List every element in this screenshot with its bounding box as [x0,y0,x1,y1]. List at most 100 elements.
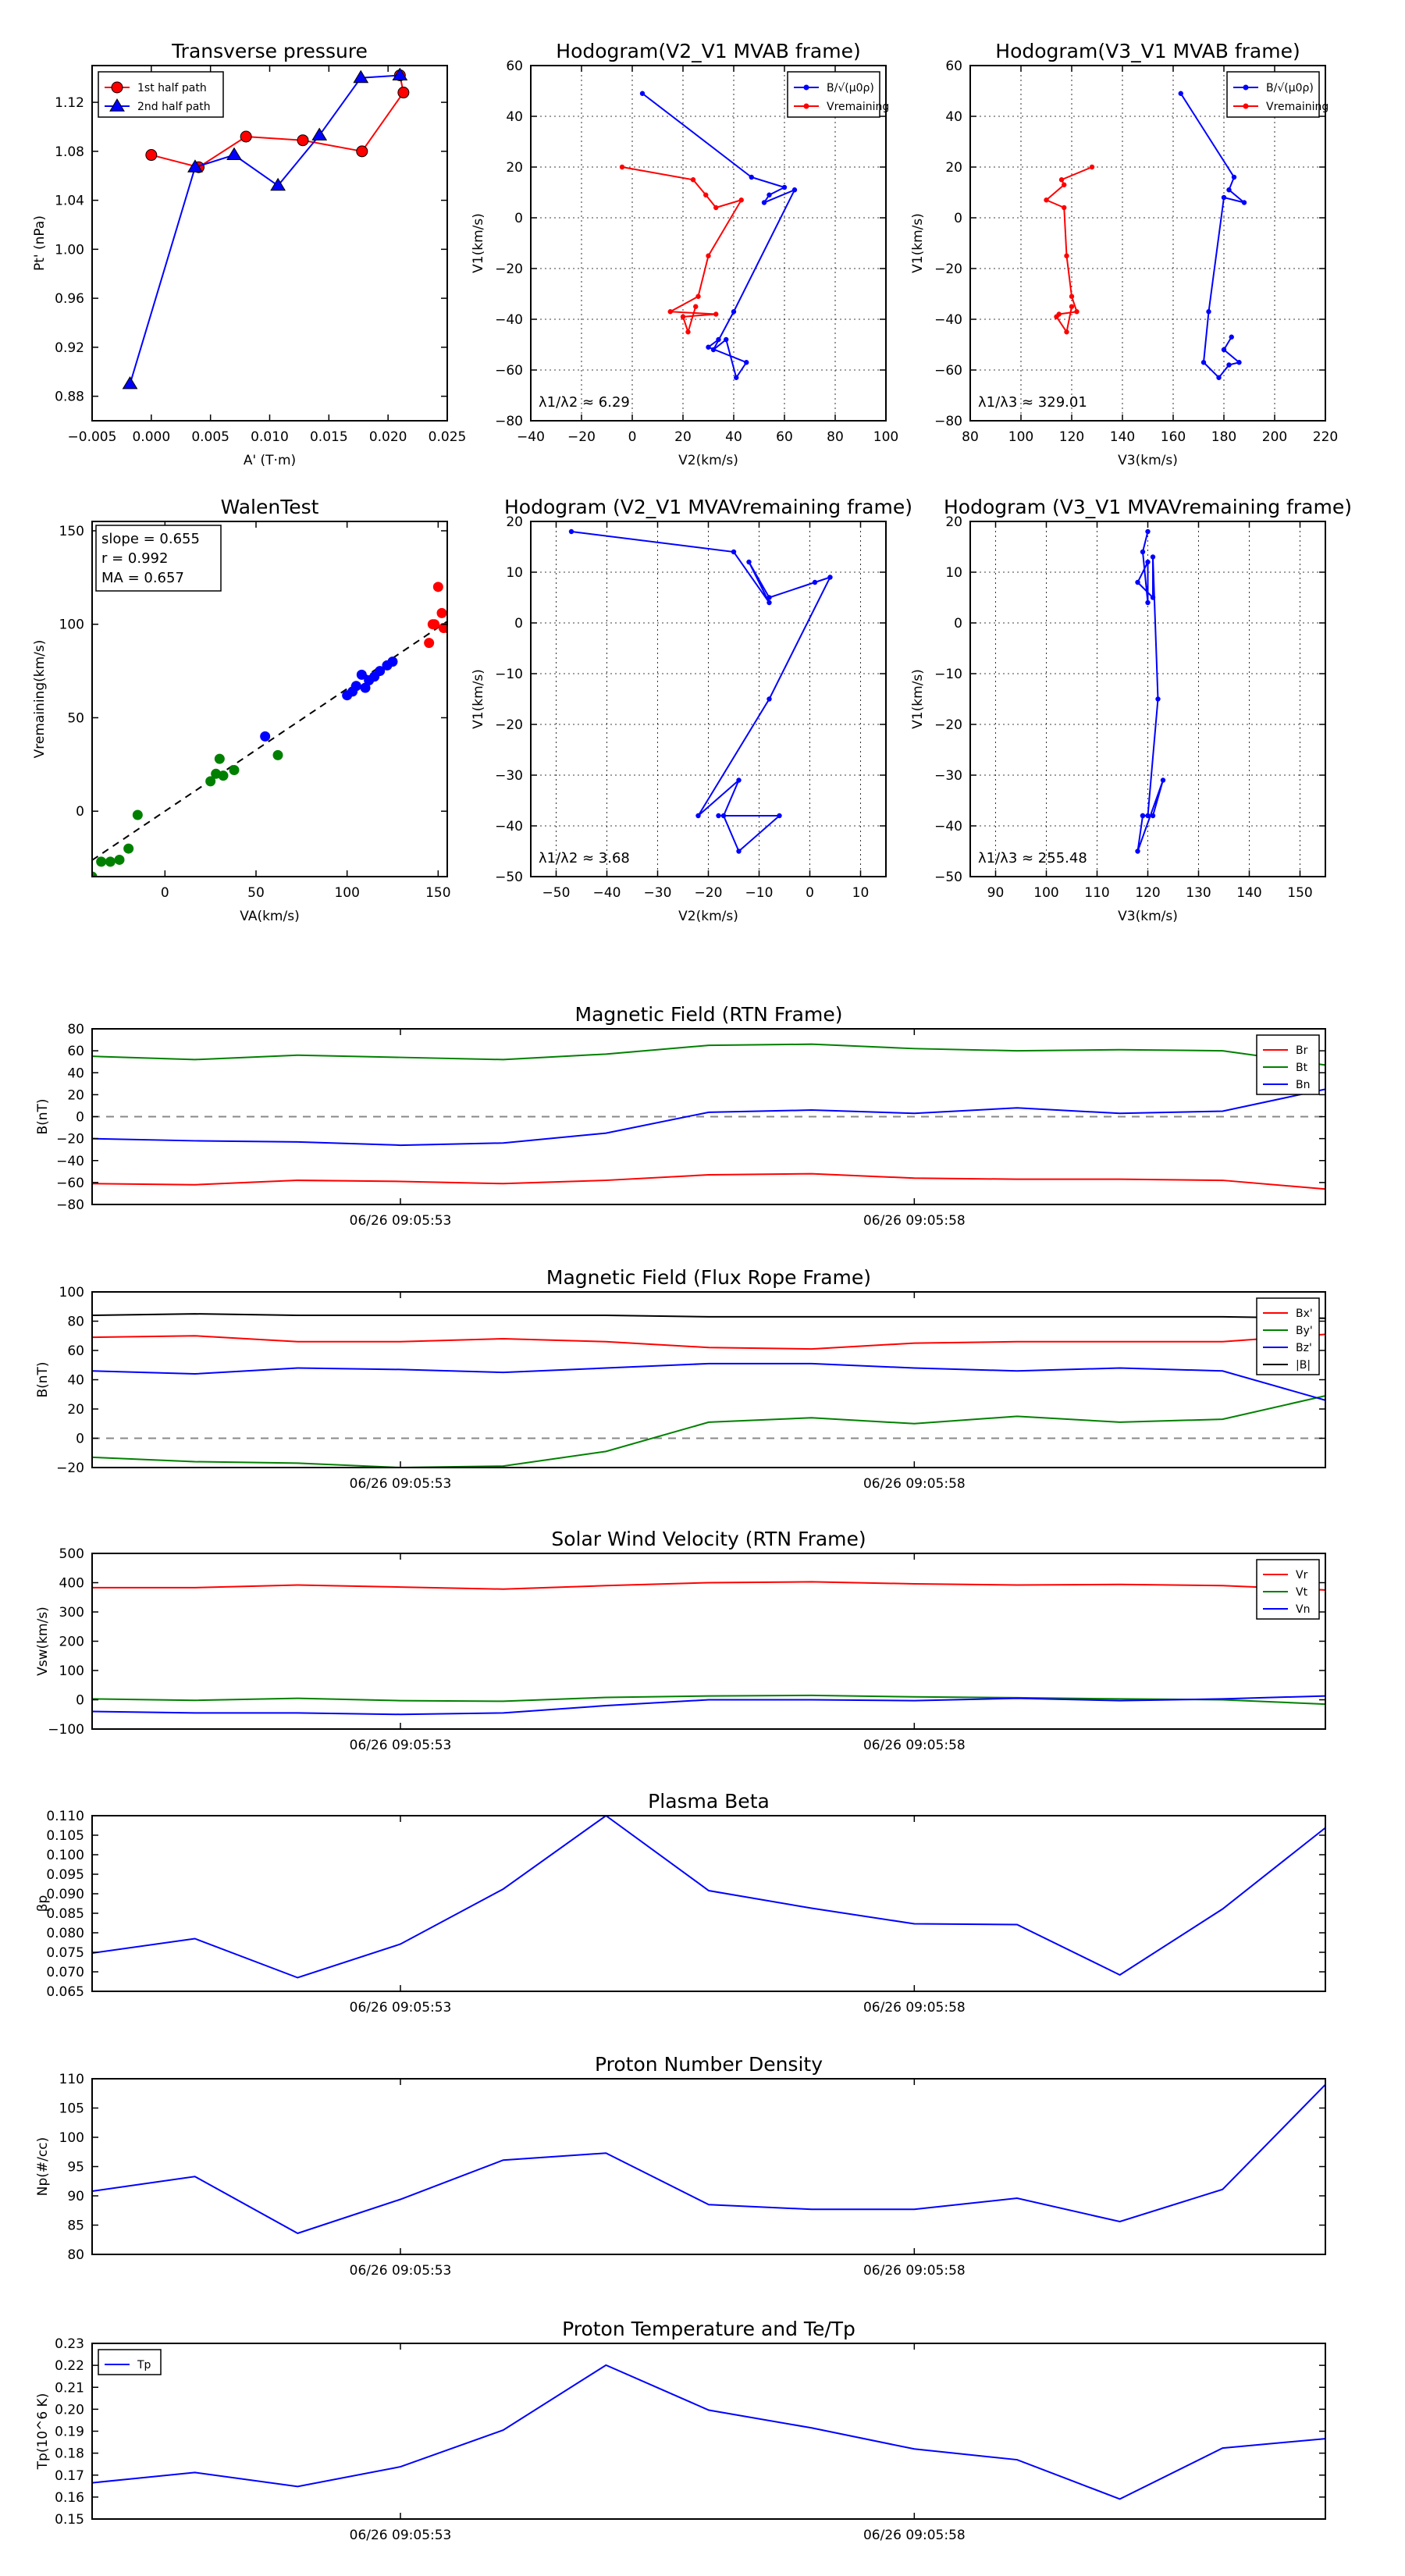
bfr-ytick-label: −20 [56,1461,84,1476]
h12r-frame [530,521,887,877]
brtn-ytick-label: 80 [67,1022,84,1037]
bfr-ytick-label: 40 [67,1373,84,1389]
brtn-ytick-label: −40 [56,1154,84,1169]
h12-series-b-0--point [724,336,729,343]
h13r-series-vremaining-line [1136,531,1164,852]
walen-series-late-point [214,753,225,764]
np-ytick-label: 100 [59,2130,84,2146]
h13-xtick-label: 100 [1008,429,1033,445]
walen-xtick-label: 100 [334,885,359,901]
h12-xtick-label: 60 [776,429,793,445]
pt-series-1st-half-path-point [145,149,158,162]
walen-ytick-label: 0 [76,804,84,820]
h13-xtick-label: 220 [1313,429,1338,445]
vsw-legend-label: Vt [1296,1586,1308,1599]
pt-ytick-label: 0.92 [55,340,84,356]
brtn-title: Magnetic Field (RTN Frame) [575,1003,843,1026]
h12-ytick-label: 40 [506,109,523,125]
walen-title: WalenTest [221,496,319,518]
brtn-series-bn-line [92,1088,1325,1147]
beta-series-beta-line [92,1816,1325,1979]
bfr-title: Magnetic Field (Flux Rope Frame) [546,1266,871,1289]
h12r-ytick-label: −40 [495,819,523,834]
beta-xtick-label: 06/26 09:05:58 [863,2000,966,2016]
h13r-ytick-label: 10 [945,565,962,581]
beta-frame [91,1815,1326,1992]
pt-xtick-label: 0.010 [251,429,289,445]
h13-ytick-label: 40 [945,109,962,125]
walen-series-late-point [132,809,143,820]
h13-series-vremaining-point [1058,177,1065,183]
walen-series-late-point [92,871,98,877]
h13r-xtick-label: 110 [1084,885,1109,901]
h13-ytick-label: −40 [934,312,962,328]
brtn-legend-label: Bt [1296,1062,1308,1074]
pt-plot-area [122,67,410,390]
beta-title: Plasma Beta [648,1790,770,1813]
h13-plot-area [1044,91,1247,380]
h13r-series-vremaining-point [1145,813,1151,819]
h12-ytick-label: −20 [495,262,523,277]
h12r-series-vremaining-point [731,549,737,555]
h13-series-b-0--point [1231,174,1237,180]
h13r-xtick-label: 130 [1186,885,1211,901]
walen-series-early-point [427,619,438,630]
h12r-xtick-label: −40 [593,885,621,901]
vsw-frame [91,1553,1326,1730]
beta-ylabel: βp [35,1895,51,1912]
h13-series-vremaining-point [1054,314,1059,319]
vsw-ytick-label: 0 [76,1693,84,1709]
tp-ytick-label: 0.23 [55,2336,84,2352]
h13-series-b-0--point [1221,194,1227,201]
walen-series-late-point [96,856,107,867]
tp-ytick-label: 0.22 [55,2358,84,2374]
brtn-ytick-label: −60 [56,1176,84,1191]
brtn-xtick-label: 06/26 09:05:53 [350,1213,452,1229]
walen-series-late-point [218,770,229,781]
h13-series-vremaining-line [1044,166,1093,334]
pt-title: Transverse pressure [171,40,368,62]
vsw-series-vt-line [92,1694,1325,1706]
walen-ytick-label: 50 [67,710,84,726]
h13r-series-vremaining-point [1145,600,1151,606]
beta-xtick-label: 06/26 09:05:53 [350,2000,452,2016]
np-ytick-label: 95 [67,2160,84,2176]
walen-xtick-label: 50 [247,885,265,901]
h13-series-vremaining-point [1069,294,1075,299]
bfr-legend-label: |B| [1296,1359,1311,1372]
walen-series-early-point [451,619,461,629]
tp-frame [91,2343,1326,2520]
h13r-xtick-label: 100 [1033,885,1058,901]
h12-legend-label: B/√(μ0ρ) [827,82,874,94]
pt-frame [91,65,448,422]
bfr-frame [91,1291,1326,1468]
h13-series-vremaining-point [1062,182,1067,187]
brtn-ytick-label: 60 [67,1044,84,1059]
h13-series-vremaining-point [1064,329,1069,335]
h13r-series-vremaining-point [1155,696,1161,702]
bfr-series--b--line [92,1313,1325,1319]
walen-series-middle-point [360,682,371,693]
walen-ytick-label: 100 [59,617,84,633]
h12-series-vremaining-point [693,304,699,309]
h12r-ytick-label: −30 [495,768,523,784]
vsw-ytick-label: 100 [59,1663,84,1679]
h12-ytick-label: 0 [514,211,523,226]
pt-xtick-label: 0.025 [429,429,467,445]
beta-ytick-label: 0.065 [46,1984,84,2000]
h12-series-vremaining-point [713,205,719,211]
h12r-title: Hodogram (V2_V1 MVAVremaining frame) [504,496,912,518]
h12-legend [787,71,880,118]
bfr-series-bz--line [92,1362,1325,1401]
h12-ytick-label: −80 [495,414,523,429]
walen-xlabel: VA(km/s) [240,909,299,924]
h13r-plot-area [1135,528,1166,854]
np-xtick-label: 06/26 09:05:53 [350,2263,452,2279]
walen-series-late-point [229,765,240,775]
bfr-ytick-label: 0 [76,1432,84,1447]
walen-series-middle-point [387,656,398,667]
brtn-ytick-label: 40 [67,1066,84,1081]
pt-xtick-label: 0.000 [132,429,170,445]
pt-xtick-label: 0.005 [191,429,229,445]
h12-series-b-0--point [710,347,717,353]
